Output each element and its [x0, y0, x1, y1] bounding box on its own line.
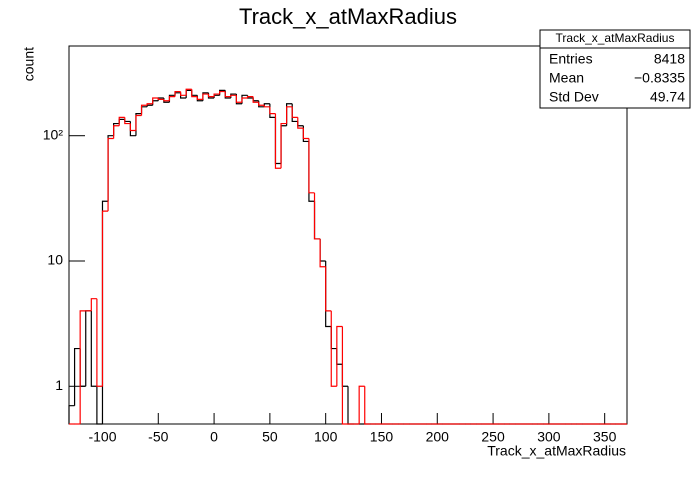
histogram-step: [330, 310, 337, 387]
histogram-step: [219, 90, 226, 95]
histogram-step: [364, 386, 371, 425]
y-tick-label: 1: [55, 377, 63, 393]
histogram-step: [124, 117, 131, 125]
histogram-step: [180, 91, 187, 96]
y-tick-label: 10: [47, 252, 63, 268]
histogram-step: [118, 116, 125, 126]
stats-value: 49.74: [650, 89, 685, 105]
x-tick-label: 300: [537, 429, 561, 445]
histogram-step: [90, 310, 97, 387]
stats-label: Mean: [549, 70, 584, 86]
histogram-step: [325, 266, 332, 312]
histogram-step: [358, 385, 365, 424]
histogram-step: [274, 113, 282, 169]
histogram-step: [152, 97, 159, 104]
histogram-step: [336, 325, 343, 387]
histogram-step: [196, 96, 203, 100]
y-tick-label: 10²: [43, 126, 64, 142]
histogram-step: [269, 106, 276, 115]
histogram-step: [286, 106, 293, 124]
histogram-step: [96, 386, 103, 425]
histogram-step: [101, 210, 109, 387]
histogram-step: [319, 238, 326, 268]
histogram-step: [258, 102, 265, 106]
histogram-step: [174, 90, 181, 97]
x-tick-label: 250: [481, 429, 505, 445]
histogram-step: [129, 123, 136, 132]
histogram-step: [302, 128, 309, 140]
x-tick-label: 0: [210, 429, 218, 445]
histogram-step: [202, 93, 209, 100]
histogram-step: [168, 96, 176, 101]
histogram-step: [163, 99, 170, 102]
histogram-step: [280, 122, 287, 169]
histogram-step: [241, 97, 248, 103]
histogram-step: [313, 192, 321, 240]
x-tick-label: 100: [314, 429, 338, 445]
histogram-step: [135, 114, 142, 131]
x-axis-label: Track_x_atMaxRadius: [487, 443, 626, 459]
histogram-step: [73, 347, 81, 406]
stats-title: Track_x_atMaxRadius: [556, 31, 675, 45]
histogram-step: [90, 298, 97, 311]
histogram-step: [224, 91, 231, 98]
stats-label: Entries: [549, 51, 593, 67]
x-tick-label: 150: [370, 429, 394, 445]
histogram-step: [246, 96, 254, 98]
histogram-step: [185, 88, 192, 96]
histogram-step: [308, 138, 315, 194]
x-tick-label: 350: [593, 429, 617, 445]
histogram-step: [68, 405, 75, 424]
x-tick-label: 50: [262, 429, 278, 445]
x-tick-label: -50: [148, 429, 168, 445]
y-axis-label: count: [21, 47, 37, 81]
histogram-step: [113, 125, 120, 139]
histogram-step: [235, 95, 242, 103]
histogram-step: [79, 310, 86, 424]
chart-title: Track_x_atMaxRadius: [239, 4, 457, 29]
x-tick-label: 200: [426, 429, 450, 445]
histogram-step: [263, 105, 270, 108]
histogram-step: [297, 117, 304, 129]
stats-box: [539, 29, 691, 109]
stats-value: −0.8335: [634, 70, 685, 86]
stats-label: Std Dev: [549, 89, 599, 105]
histogram-step: [146, 103, 153, 106]
histogram-step: [252, 96, 259, 103]
histogram-step: [213, 93, 220, 97]
histogram-step: [140, 104, 148, 116]
histogram-step: [191, 89, 198, 98]
histogram-step: [341, 326, 348, 425]
histogram-step: [96, 298, 103, 387]
x-tick-label: -100: [88, 429, 116, 445]
histogram-step: [230, 94, 237, 97]
histogram-step: [107, 137, 114, 212]
stats-value: 8418: [654, 51, 685, 67]
histogram-step: [291, 106, 298, 118]
histogram-step: [157, 97, 164, 100]
histogram-step: [207, 94, 215, 98]
